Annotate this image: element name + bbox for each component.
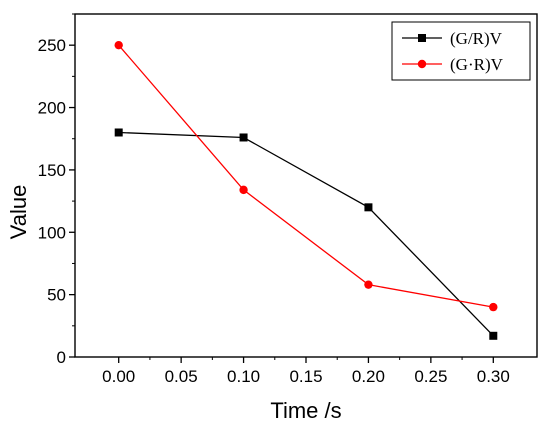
y-tick-label: 200 [38,99,66,118]
legend: (G/R)V (G·R)V [391,21,531,81]
y-tick-label: 0 [57,348,66,367]
data-point-circle [364,280,373,289]
data-point-circle [239,185,248,195]
series-layer [114,40,498,340]
y-tick-label: 50 [47,286,66,305]
x-tick-label: 0.05 [165,367,198,386]
x-tick-label: 0.25 [414,367,447,386]
data-point-square [239,133,248,142]
legend-label-2: (G·R)V [450,55,504,74]
data-point-circle [114,40,123,50]
data-point-square [114,128,123,137]
data-point-square [489,331,498,340]
axes-layer: 0.00 0.05 0.10 0.15 0.20 0.25 0.30 0 50 100 150 200… [38,13,538,386]
x-tick-label: 0.00 [102,367,135,386]
data-point-square [364,203,373,212]
x-tick-label: 0.10 [227,367,260,386]
legend-label-1: (G/R)V [450,29,503,48]
y-axis-title: Value [6,185,31,240]
series-line-1 [118,131,494,337]
x-tick-label: 0.30 [477,367,510,386]
legend-marker-circle [417,59,427,69]
y-tick-label: 250 [38,36,66,55]
x-tick-label: 0.20 [352,367,385,386]
data-point-circle [489,302,498,312]
x-axis-title: Time /s [270,398,341,423]
y-tick-label: 100 [38,223,66,242]
legend-marker-square [418,34,426,42]
series-line-2 [118,44,494,308]
y-tick-label: 150 [38,161,66,180]
x-tick-label: 0.15 [289,367,322,386]
legend-box [391,21,531,81]
